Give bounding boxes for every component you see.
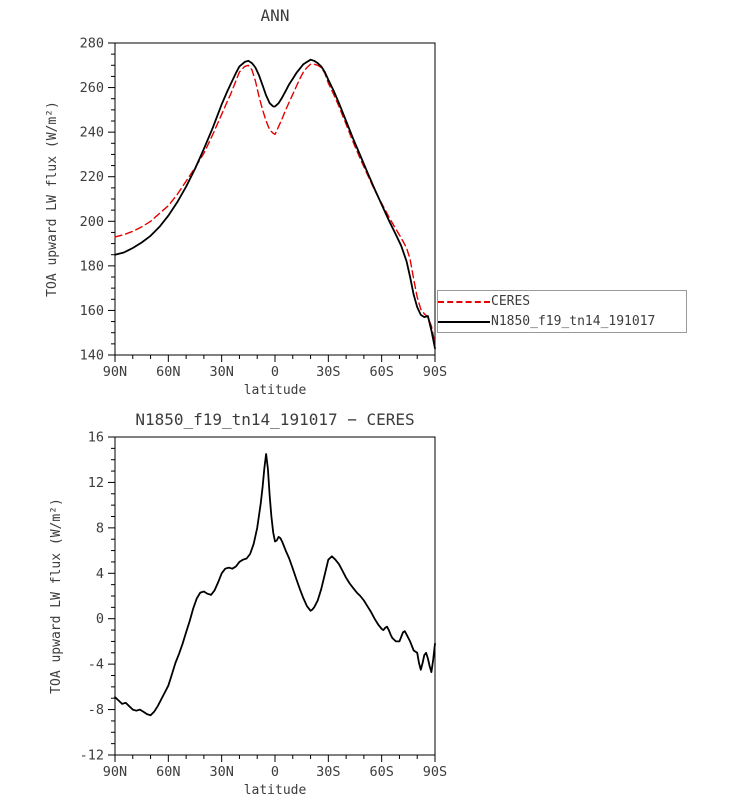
y-tick-label: 280: [80, 36, 104, 52]
x-tick-label: 30N: [209, 764, 233, 780]
y-tick-label: -4: [88, 657, 104, 673]
x-tick-label: 30S: [316, 764, 340, 780]
y-tick-label: 0: [96, 611, 104, 627]
x-tick-label: 60N: [156, 364, 180, 380]
y-tick-label: -12: [80, 748, 104, 764]
y-tick-label: 12: [88, 475, 104, 491]
legend: CERES N1850_f19_tn14_191017: [437, 290, 687, 333]
y-tick-label: 4: [96, 566, 104, 582]
y-tick-label: 240: [80, 125, 104, 141]
y-tick-label: 180: [80, 258, 104, 274]
x-axis-label: latitude: [244, 783, 307, 798]
x-tick-label: 30N: [209, 364, 233, 380]
y-tick-label: 8: [96, 520, 104, 536]
y-tick-label: 200: [80, 214, 104, 230]
ann-chart: 90N 60N 30N 0 30S 60S 90S 140 160 180 200 220 240 260…: [45, 6, 447, 398]
plot-frame: [114, 436, 436, 756]
y-tick-label: -8: [88, 702, 104, 718]
x-tick-label: 0: [271, 364, 279, 380]
y-tick-label: 160: [80, 303, 104, 319]
legend-item-model: N1850_f19_tn14_191017: [438, 312, 686, 332]
x-tick-label: 60S: [369, 764, 393, 780]
x-tick-label: 60N: [156, 764, 180, 780]
y-tick-label: 16: [88, 430, 104, 446]
x-tick-label: 90S: [423, 364, 447, 380]
y-axis-label: TOA upward LW flux (W/m²): [45, 101, 60, 297]
legend-label-model: N1850_f19_tn14_191017: [491, 314, 656, 329]
x-tick-label: 60S: [369, 364, 393, 380]
chart-title: ANN: [261, 6, 290, 25]
x-tick-label: 90S: [423, 764, 447, 780]
y-tick-label: 220: [80, 169, 104, 185]
chart-title: N1850_f19_tn14_191017 − CERES: [135, 410, 414, 429]
plot-frame: [114, 42, 436, 356]
x-axis-label: latitude: [244, 383, 307, 398]
model-line-sample: [438, 320, 490, 323]
x-tick-label: 90N: [103, 764, 127, 780]
series-line-0: [114, 63, 436, 345]
series-line-1: [114, 58, 436, 350]
y-tick-label: 260: [80, 80, 104, 96]
x-tick-label: 90N: [103, 364, 127, 380]
y-tick-label: 140: [80, 348, 104, 364]
ceres-line-sample: [438, 300, 490, 303]
x-tick-label: 30S: [316, 364, 340, 380]
series-line-0: [114, 453, 436, 717]
legend-item-ceres: CERES: [438, 292, 686, 312]
x-tick-label: 0: [271, 764, 279, 780]
y-axis-label: TOA upward LW flux (W/m²): [49, 498, 64, 694]
legend-label-ceres: CERES: [491, 294, 531, 309]
difference-chart: 90N 60N 30N 0 30S 60S 90S -12 -8 -4 0 4 8 12 16 N1850_f…: [49, 410, 447, 798]
